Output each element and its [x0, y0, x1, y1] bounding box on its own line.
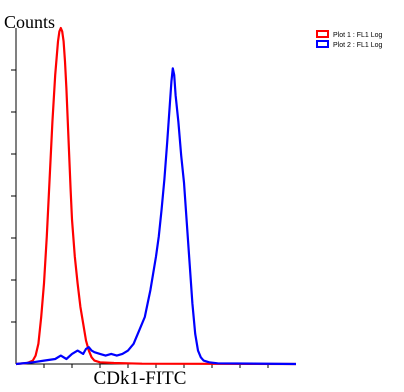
x-axis-label: CDk1-FITC: [94, 368, 187, 387]
series-line-2: [15, 67, 297, 366]
legend-swatch-1: [316, 30, 329, 38]
legend-label-2: Plot 2 : FL1 Log: [333, 42, 383, 49]
legend-label-1: Plot 1 : FL1 Log: [333, 32, 383, 39]
y-axis-label: Counts: [4, 12, 55, 32]
legend-swatch-2: [316, 40, 329, 48]
series-line-1: [15, 26, 297, 366]
legend: Plot 1 : FL1 Log Plot 2 : FL1 Log: [316, 30, 383, 49]
series-layer: [15, 26, 297, 366]
axes: [11, 28, 296, 368]
